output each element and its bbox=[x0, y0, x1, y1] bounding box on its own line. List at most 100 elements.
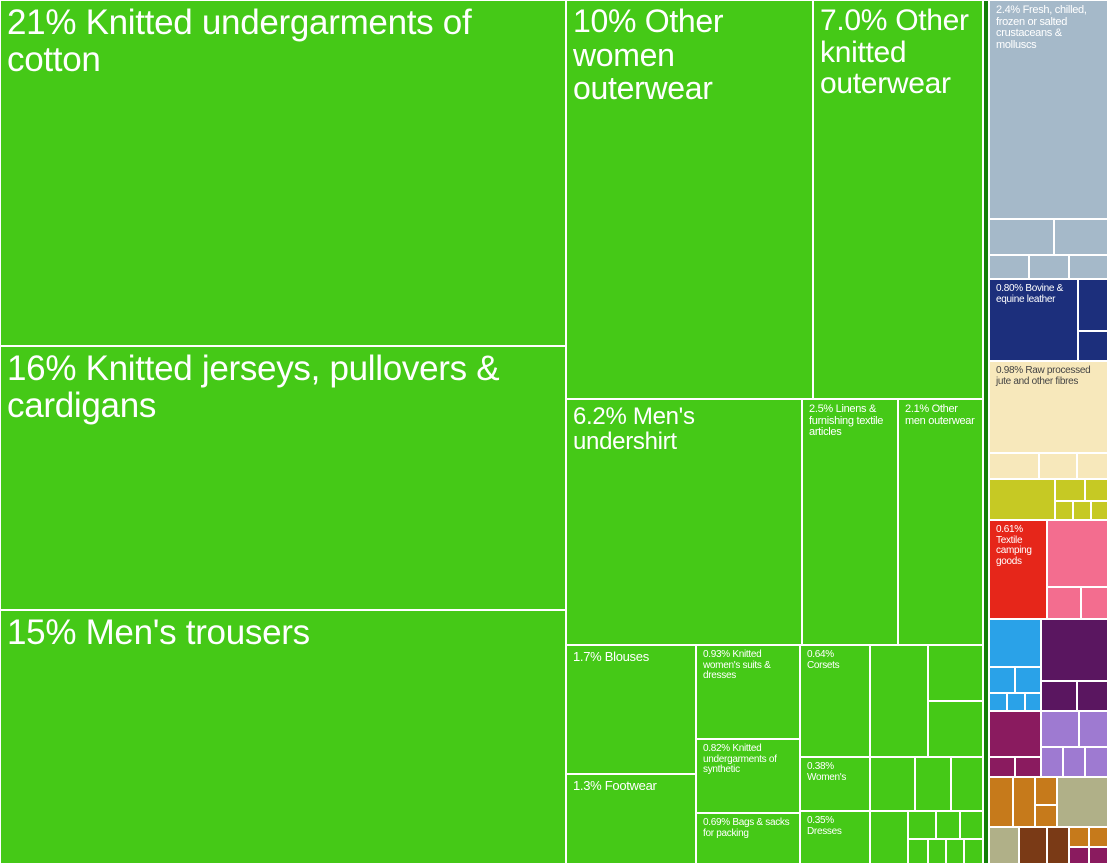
treemap-cell bbox=[989, 219, 1054, 255]
treemap-cell bbox=[1077, 681, 1108, 711]
treemap-cell bbox=[1089, 847, 1108, 864]
treemap-cell bbox=[989, 693, 1007, 711]
treemap-cell-label: 0.64% Corsets bbox=[801, 646, 869, 675]
treemap-cell bbox=[1057, 777, 1108, 827]
treemap-cell bbox=[1007, 693, 1025, 711]
treemap-cell-label: 1.7% Blouses bbox=[567, 646, 695, 668]
treemap-cell-label: 0.61% Textile camping goods bbox=[990, 521, 1046, 571]
treemap-cell bbox=[989, 255, 1029, 279]
treemap-cell bbox=[1069, 255, 1108, 279]
treemap-cell bbox=[946, 839, 964, 864]
treemap-cell bbox=[989, 619, 1041, 667]
treemap-cell bbox=[989, 827, 1019, 864]
treemap-cell-label: 0.80% Bovine & equine leather bbox=[990, 280, 1077, 309]
treemap-cell bbox=[928, 701, 983, 757]
treemap-cell: 2.5% Linens & furnishing textile article… bbox=[802, 399, 898, 645]
treemap-cell bbox=[1069, 827, 1089, 847]
treemap-cell-label: 0.82% Knitted undergarments of synthetic bbox=[697, 740, 799, 780]
treemap-cell-label: 2.5% Linens & furnishing textile article… bbox=[803, 400, 897, 443]
treemap-cell bbox=[960, 811, 983, 839]
treemap-cell bbox=[1081, 587, 1108, 619]
treemap-cell: 0.35% Dresses bbox=[800, 811, 870, 864]
treemap-cell: 0.98% Raw processed jute and other fibre… bbox=[989, 361, 1108, 453]
treemap-cell: 10% Other women outerwear bbox=[566, 0, 813, 399]
treemap-cell bbox=[1055, 479, 1085, 501]
treemap-cell bbox=[1085, 747, 1108, 777]
treemap-cell bbox=[989, 453, 1039, 479]
treemap-cell-label: 1.3% Footwear bbox=[567, 775, 695, 797]
treemap-cell bbox=[1041, 711, 1079, 747]
treemap-cell bbox=[1079, 711, 1108, 747]
treemap-cell bbox=[908, 811, 936, 839]
treemap-cell bbox=[1013, 777, 1035, 827]
treemap-cell bbox=[989, 711, 1041, 757]
treemap-cell bbox=[1035, 777, 1057, 805]
treemap-cell bbox=[1041, 747, 1063, 777]
treemap-cell bbox=[1035, 805, 1057, 827]
treemap-cell bbox=[915, 757, 951, 811]
treemap-cell bbox=[1077, 453, 1108, 479]
treemap-cell-label: 7.0% Other knitted outerwear bbox=[814, 1, 982, 104]
treemap-cell bbox=[870, 645, 928, 757]
treemap-cell-label: 16% Knitted jerseys, pullovers & cardiga… bbox=[1, 347, 565, 429]
treemap-cell bbox=[1085, 479, 1108, 501]
treemap-cell: 1.7% Blouses bbox=[566, 645, 696, 774]
treemap-cell: 16% Knitted jerseys, pullovers & cardiga… bbox=[0, 346, 566, 610]
treemap-cell-label: 0.93% Knitted women's suits & dresses bbox=[697, 646, 799, 686]
treemap-cell bbox=[1069, 847, 1089, 864]
treemap-cell: 0.93% Knitted women's suits & dresses bbox=[696, 645, 800, 739]
treemap-cell-label: 15% Men's trousers bbox=[1, 611, 565, 656]
treemap-cell-label: 2.1% Other men outerwear bbox=[899, 400, 982, 431]
treemap-cell bbox=[989, 667, 1015, 693]
treemap-cell bbox=[870, 811, 908, 864]
treemap-cell bbox=[1078, 331, 1108, 361]
treemap-cell bbox=[1025, 693, 1041, 711]
treemap-cell bbox=[908, 839, 928, 864]
treemap-cell-label: 6.2% Men's undershirt bbox=[567, 400, 801, 458]
treemap-cell: 15% Men's trousers bbox=[0, 610, 566, 864]
treemap-cell bbox=[964, 839, 983, 864]
treemap-cell bbox=[1078, 279, 1108, 331]
treemap-cell bbox=[1047, 520, 1108, 587]
treemap-cell: 0.82% Knitted undergarments of synthetic bbox=[696, 739, 800, 813]
treemap-cell bbox=[1047, 827, 1069, 864]
treemap-cell bbox=[1041, 681, 1077, 711]
treemap-cell bbox=[1019, 827, 1047, 864]
treemap-cell bbox=[989, 757, 1015, 777]
treemap-cell bbox=[1073, 501, 1091, 520]
treemap-cell: 21% Knitted undergarments of cotton bbox=[0, 0, 566, 346]
treemap-cell bbox=[1041, 619, 1108, 681]
treemap-cell-label: 0.69% Bags & sacks for packing bbox=[697, 814, 799, 843]
treemap-cell-label: 21% Knitted undergarments of cotton bbox=[1, 1, 565, 83]
treemap-cell: 0.61% Textile camping goods bbox=[989, 520, 1047, 619]
treemap-cell-label: 2.4% Fresh, chilled, frozen or salted cr… bbox=[990, 1, 1107, 55]
treemap-cell: 0.38% Women's bbox=[800, 757, 870, 811]
treemap-cell bbox=[1015, 757, 1041, 777]
treemap-cell: 7.0% Other knitted outerwear bbox=[813, 0, 983, 399]
treemap-cell bbox=[936, 811, 960, 839]
treemap-cell: 0.80% Bovine & equine leather bbox=[989, 279, 1078, 361]
treemap-cell: 6.2% Men's undershirt bbox=[566, 399, 802, 645]
treemap-cell: 2.1% Other men outerwear bbox=[898, 399, 983, 645]
treemap-cell bbox=[928, 839, 946, 864]
treemap-cell-label: 10% Other women outerwear bbox=[567, 1, 812, 110]
treemap-cell bbox=[1089, 827, 1108, 847]
treemap-cell bbox=[989, 777, 1013, 827]
treemap-cell: 1.3% Footwear bbox=[566, 774, 696, 864]
treemap-cell: 0.69% Bags & sacks for packing bbox=[696, 813, 800, 864]
treemap-cell bbox=[1054, 219, 1108, 255]
treemap-cell bbox=[1029, 255, 1069, 279]
treemap-cell bbox=[1047, 587, 1081, 619]
treemap-cell bbox=[951, 757, 983, 811]
treemap-cell bbox=[1063, 747, 1085, 777]
treemap-cell: 2.4% Fresh, chilled, frozen or salted cr… bbox=[989, 0, 1108, 219]
treemap-cell bbox=[1039, 453, 1077, 479]
treemap-cell bbox=[870, 757, 915, 811]
treemap-cell bbox=[1091, 501, 1108, 520]
treemap-cell: 0.64% Corsets bbox=[800, 645, 870, 757]
treemap-cell-label: 0.38% Women's bbox=[801, 758, 869, 787]
treemap-cell bbox=[989, 479, 1055, 520]
treemap-cell bbox=[1015, 667, 1041, 693]
treemap-cell bbox=[1055, 501, 1073, 520]
treemap-cell bbox=[928, 645, 983, 701]
